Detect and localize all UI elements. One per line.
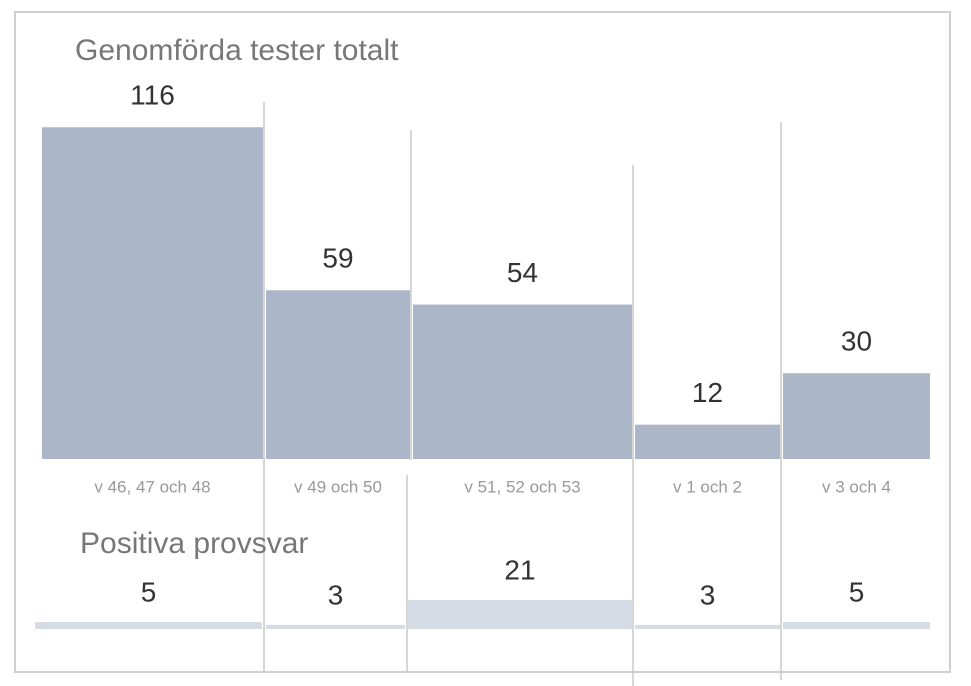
value-label: 59: [322, 243, 353, 274]
chart-title: Genomförda tester totalt: [75, 34, 399, 67]
x-tick-label: v 46, 47 och 48: [94, 477, 210, 496]
value-label: 116: [130, 80, 175, 111]
value-label: 3: [700, 579, 716, 610]
value-label: 54: [507, 257, 538, 288]
bar: [635, 424, 780, 459]
bar: [635, 624, 780, 629]
value-label: 3: [328, 579, 344, 610]
bar: [783, 373, 930, 459]
value-label: 5: [849, 576, 865, 607]
frame: [14, 11, 951, 673]
bar: [266, 624, 405, 629]
bar: [35, 622, 262, 629]
value-label: 5: [141, 576, 157, 607]
value-label: 12: [692, 377, 723, 408]
chart-title: Positiva provsvar: [80, 527, 308, 560]
bar: [408, 600, 632, 629]
bar: [783, 622, 930, 629]
value-label: 21: [504, 554, 535, 585]
x-tick-label: v 51, 52 och 53: [464, 477, 580, 496]
x-tick-label: v 49 och 50: [294, 477, 382, 496]
bar: [42, 127, 263, 460]
bar: [413, 304, 632, 459]
bar: [266, 290, 410, 459]
x-tick-label: v 3 och 4: [822, 477, 891, 496]
x-tick-label: v 1 och 2: [673, 477, 742, 496]
value-label: 30: [841, 326, 872, 357]
